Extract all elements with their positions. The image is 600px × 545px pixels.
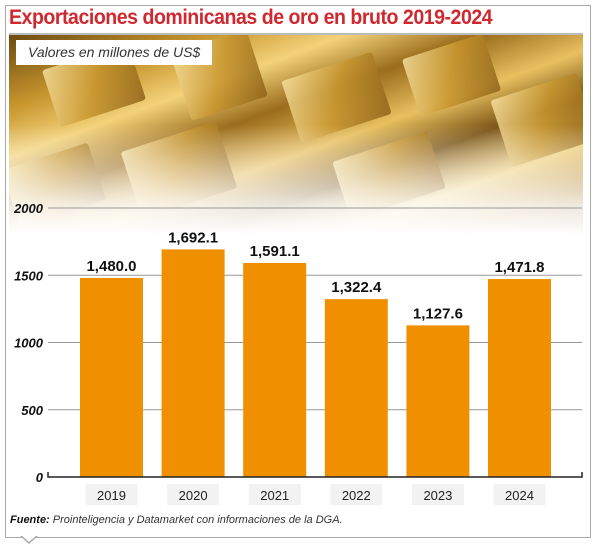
data-label: 1,591.1 [250, 243, 300, 260]
bar-2020 [161, 249, 225, 477]
x-tick-label: 2021 [260, 488, 289, 503]
x-tick-label: 2020 [179, 488, 208, 503]
data-label: 1,692.1 [168, 229, 218, 246]
y-tick-label: 2000 [13, 201, 44, 216]
bar-2024 [488, 279, 551, 477]
x-tick-label: 2024 [505, 488, 534, 503]
data-label: 1,471.8 [494, 259, 544, 276]
title-divider [9, 33, 583, 35]
x-tick-box [248, 484, 301, 505]
x-tick-label: 2019 [97, 488, 126, 503]
data-label: 1,322.4 [331, 279, 382, 296]
x-tick-box [167, 484, 220, 505]
bar-2021 [243, 262, 307, 477]
x-tick-box [411, 484, 464, 505]
callout-pointer [20, 535, 38, 544]
gold-bars-photo [9, 35, 583, 235]
data-label: 1,127.6 [413, 305, 463, 322]
bar-2019 [80, 277, 143, 477]
y-tick-label: 1000 [14, 336, 44, 351]
x-tick-box [493, 484, 546, 505]
bar-2022 [324, 299, 388, 477]
data-label: 1,480.0 [86, 258, 136, 275]
source-note: Fuente: Prointeligencia y Datamarket con… [10, 514, 343, 526]
chart-subtitle: Valores en millones de US$ [16, 40, 213, 65]
y-tick-label: 500 [21, 403, 43, 418]
x-tick-label: 2022 [342, 488, 371, 503]
source-label: Fuente: [10, 514, 50, 526]
chart-title: Exportaciones dominicanas de oro en brut… [9, 6, 493, 29]
bar-2023 [406, 325, 470, 477]
y-tick-label: 0 [36, 470, 44, 485]
source-text: Prointeligencia y Datamarket con informa… [52, 514, 343, 526]
x-axis [47, 472, 583, 478]
y-tick-label: 1500 [14, 268, 44, 283]
x-tick-label: 2023 [423, 488, 452, 503]
x-tick-box [85, 484, 138, 505]
x-tick-box [330, 484, 383, 505]
